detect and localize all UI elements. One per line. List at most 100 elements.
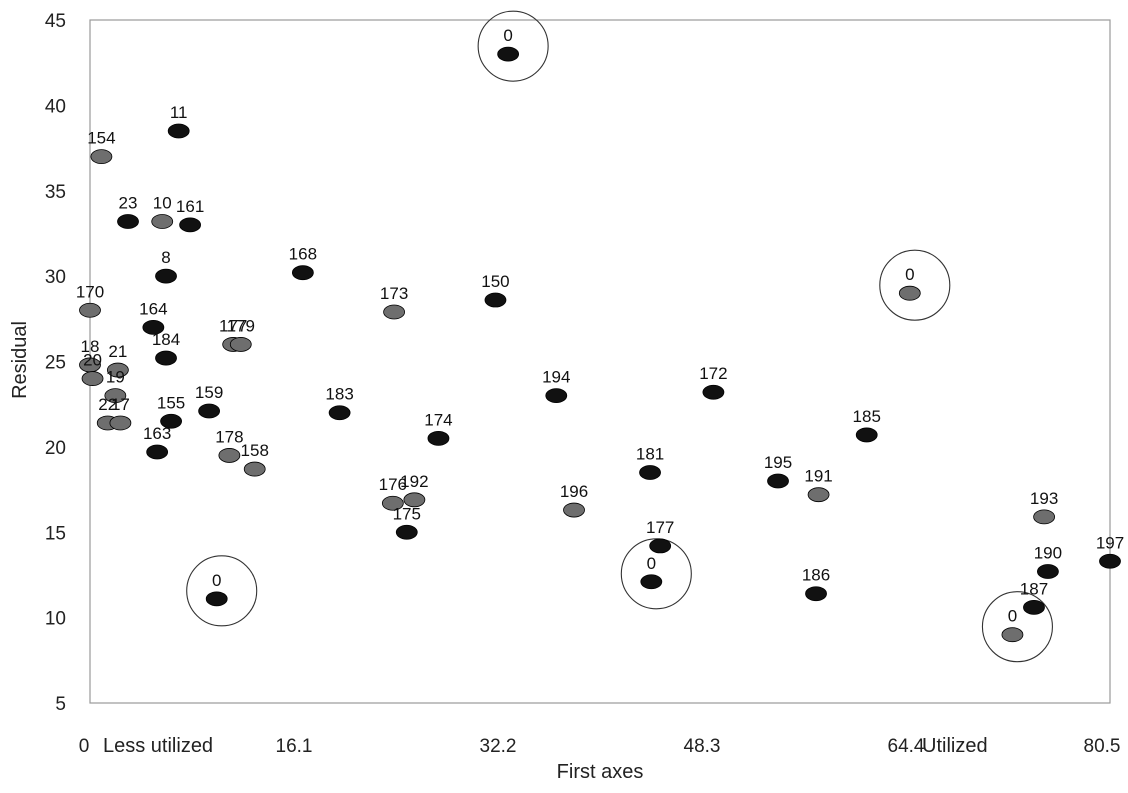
point-label: 8 <box>161 248 170 267</box>
point-label: 20 <box>83 351 102 370</box>
data-point <box>218 448 241 463</box>
x-tick-label: 32.2 <box>480 736 517 757</box>
point-label: 22 <box>98 395 117 414</box>
point-label: 186 <box>802 566 830 585</box>
point-label: 10 <box>153 193 172 212</box>
point-label: 172 <box>699 364 727 383</box>
y-tick-label: 45 <box>45 11 66 32</box>
point-label: 161 <box>176 197 204 216</box>
point-label: 178 <box>215 427 243 446</box>
point-label: 190 <box>1034 544 1062 563</box>
data-point <box>155 350 177 366</box>
data-point <box>106 362 129 378</box>
data-point <box>484 292 507 308</box>
y-tick-label: 25 <box>45 353 66 374</box>
plot-frame <box>89 19 1111 704</box>
data-point <box>146 444 169 460</box>
x-tick-label: 48.3 <box>684 736 721 757</box>
data-point <box>160 413 182 429</box>
point-label: 187 <box>1020 579 1048 598</box>
data-point <box>81 371 104 386</box>
data-point <box>291 265 314 281</box>
data-point <box>805 586 827 602</box>
point-label: 181 <box>636 444 664 463</box>
y-tick-label: 40 <box>45 96 66 117</box>
data-point <box>381 495 404 511</box>
point-label: 173 <box>380 284 408 303</box>
point-label: 197 <box>1096 533 1124 552</box>
point-label: 163 <box>143 424 171 443</box>
x-tick-label: 0 <box>79 736 90 757</box>
point-label: 158 <box>241 441 269 460</box>
data-point <box>639 465 661 480</box>
y-tick-label: 30 <box>45 267 66 288</box>
data-point <box>640 574 663 590</box>
point-label: 0 <box>905 265 914 284</box>
point-label: 183 <box>325 385 353 404</box>
highlight-ring <box>879 249 951 321</box>
y-tick-label: 35 <box>45 182 66 203</box>
point-label: 174 <box>424 410 452 429</box>
x-tick-label: 16.1 <box>276 736 313 757</box>
point-label: 154 <box>87 129 115 148</box>
data-point <box>1037 564 1059 579</box>
data-point <box>1033 509 1056 525</box>
data-point <box>702 384 725 400</box>
data-point <box>545 388 568 404</box>
data-point <box>1023 599 1045 615</box>
y-tick-label: 15 <box>45 523 66 544</box>
point-label: 175 <box>393 504 421 523</box>
data-point <box>179 217 201 233</box>
highlight-ring <box>186 555 258 627</box>
y-tick-label: 10 <box>45 609 66 630</box>
point-label: 0 <box>212 571 221 590</box>
y-axis-title: Residual <box>9 321 31 399</box>
point-label: 177 <box>646 518 674 537</box>
data-point <box>767 473 789 489</box>
point-label: 176 <box>379 475 407 494</box>
data-point <box>205 591 228 607</box>
point-label: 196 <box>560 482 588 501</box>
data-point <box>563 502 585 518</box>
data-point <box>427 430 450 446</box>
data-point <box>109 415 132 431</box>
x-tick-label: 64.4 <box>888 736 925 757</box>
point-label: 18 <box>81 337 100 356</box>
annotation-less-utilized: Less utilized <box>103 735 213 757</box>
point-label: 0 <box>1008 607 1017 626</box>
y-tick-label: 5 <box>55 694 66 715</box>
point-label: 192 <box>400 472 428 491</box>
point-label: 155 <box>157 393 185 412</box>
data-point <box>383 304 405 320</box>
point-label: 0 <box>503 26 512 45</box>
data-point <box>104 388 127 404</box>
point-label: 21 <box>108 342 127 361</box>
data-point <box>155 268 177 284</box>
x-tick-label: 80.5 <box>1084 736 1121 757</box>
data-point <box>142 319 165 335</box>
point-label: 193 <box>1030 489 1058 508</box>
data-point <box>243 461 266 477</box>
data-point <box>395 524 418 540</box>
point-label: 164 <box>139 299 167 318</box>
data-point <box>898 285 921 301</box>
x-axis-title: First axes <box>557 761 644 783</box>
point-label: 184 <box>152 330 180 349</box>
point-label: 195 <box>764 453 792 472</box>
point-label: 168 <box>289 245 317 264</box>
data-point <box>855 427 878 443</box>
data-point <box>90 149 113 165</box>
data-point <box>229 337 252 352</box>
point-label: 17 <box>111 395 130 414</box>
highlight-ring <box>620 538 692 610</box>
point-label: 150 <box>481 272 509 291</box>
point-label: 177 <box>219 316 247 335</box>
annotation-utilized: Utilized <box>922 735 988 757</box>
data-point <box>649 538 672 554</box>
point-label: 159 <box>195 383 223 402</box>
point-label: 170 <box>76 282 104 301</box>
point-label: 23 <box>119 193 138 212</box>
point-label: 179 <box>227 316 255 335</box>
